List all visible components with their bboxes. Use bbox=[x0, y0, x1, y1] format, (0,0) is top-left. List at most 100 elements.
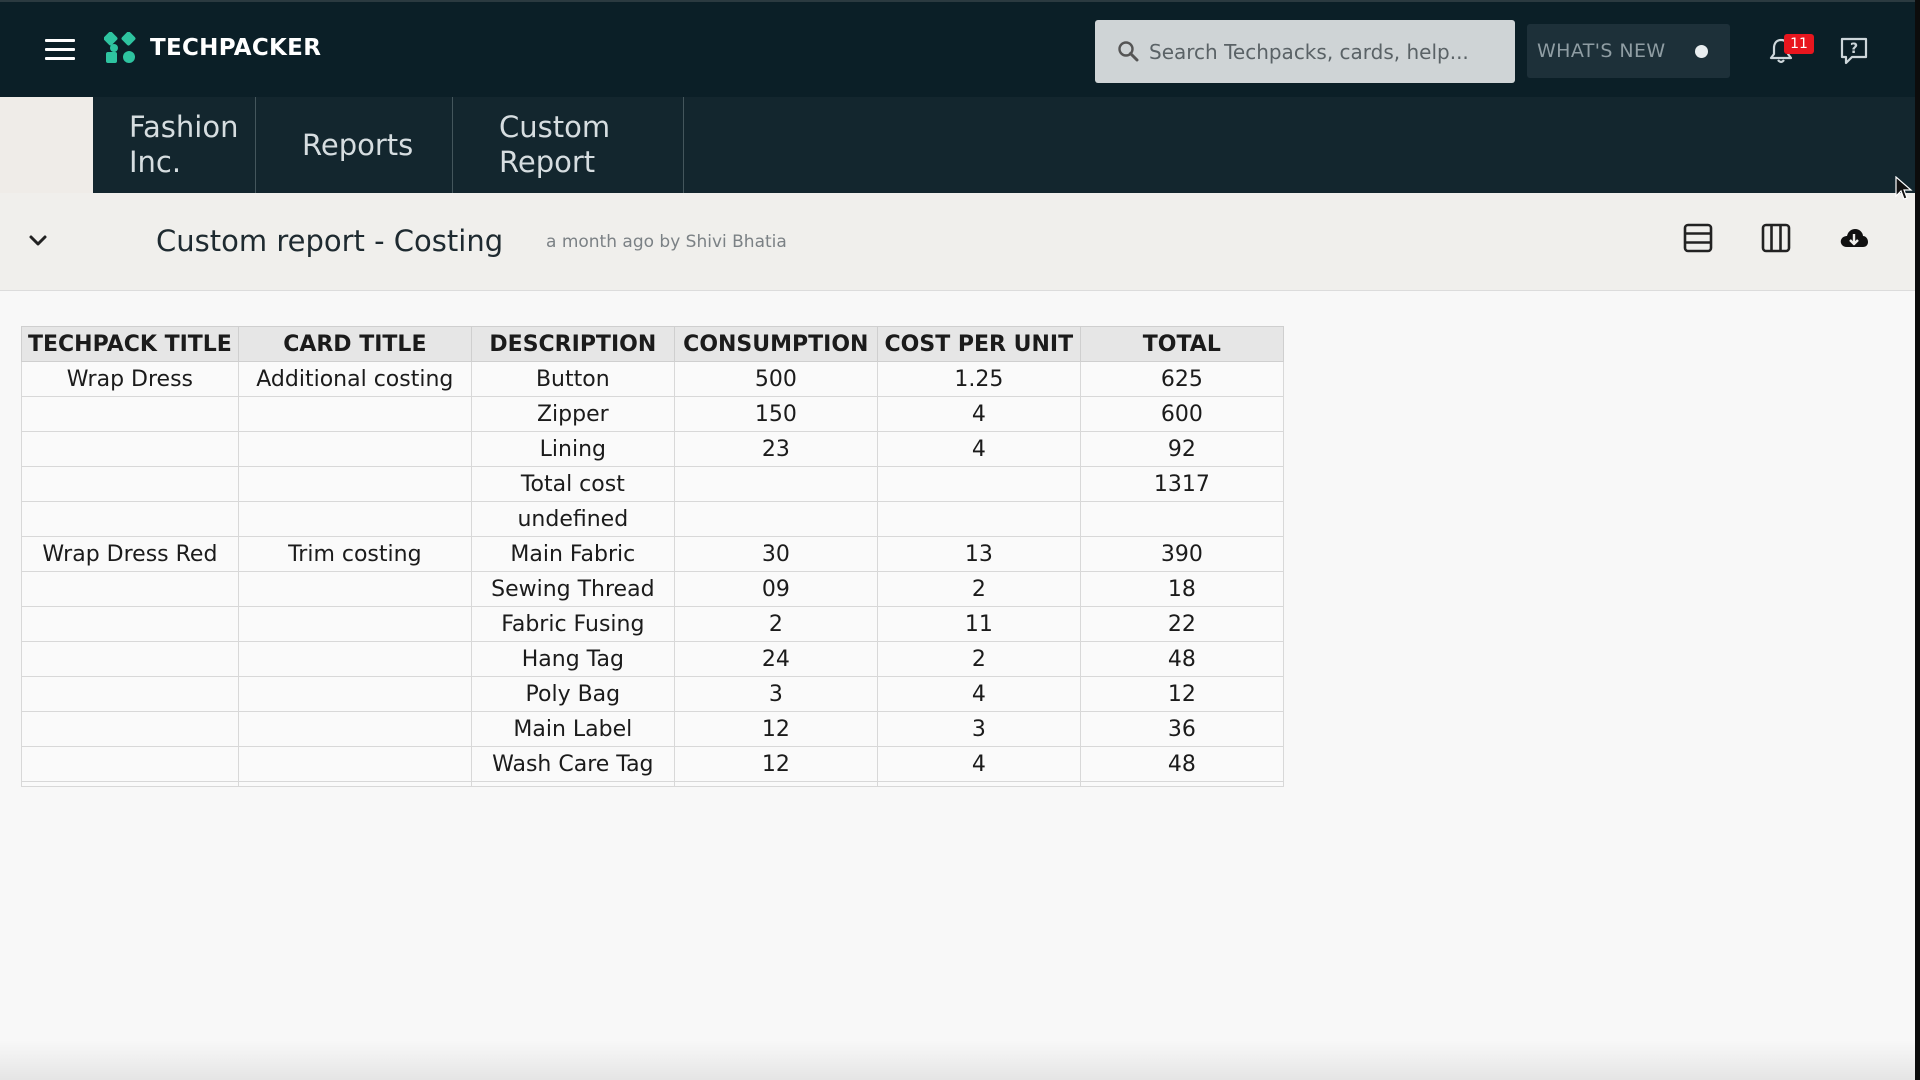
table-cell: Poly Bag bbox=[470, 676, 675, 712]
table-cell bbox=[237, 781, 472, 787]
table-cell bbox=[237, 571, 472, 607]
techpacker-logo-icon bbox=[104, 32, 136, 63]
table-row: Wrap Dress Additional costing Button 500 1.2… bbox=[21, 361, 1284, 397]
table-cell: Fabric Fusing bbox=[470, 606, 675, 642]
search-icon bbox=[1118, 41, 1139, 62]
table-cell bbox=[21, 641, 239, 677]
table-cell: 600 bbox=[1079, 396, 1284, 432]
report-header bbox=[0, 193, 1915, 291]
table-cell bbox=[21, 676, 239, 712]
table-cell: 150 bbox=[673, 396, 878, 432]
bottom-shadow bbox=[0, 1040, 1915, 1080]
whats-new-label: WHAT'S NEW bbox=[1537, 40, 1666, 62]
table-body: Wrap Dress Additional costing Button 500 1.2… bbox=[21, 361, 1284, 787]
report-title: Custom report - Costing bbox=[156, 224, 504, 258]
table-cell bbox=[237, 746, 472, 782]
whats-new-button[interactable]: WHAT'S NEW bbox=[1527, 24, 1730, 78]
table-row: Main Label 12 3 36 bbox=[21, 711, 1284, 747]
column-header: COST PER UNIT bbox=[876, 326, 1081, 362]
report-meta: a month ago by Shivi Bhatia bbox=[546, 232, 787, 252]
table-cell: 09 bbox=[673, 571, 878, 607]
table-row: Lining 23 4 92 bbox=[21, 431, 1284, 467]
tab-label-line2: Report bbox=[499, 145, 596, 179]
table-cell: 2 bbox=[876, 641, 1081, 677]
table-cell bbox=[876, 501, 1081, 537]
table-row: Hang Tag 24 2 48 bbox=[21, 641, 1284, 677]
table-cell: 12 bbox=[673, 711, 878, 747]
mouse-cursor-icon bbox=[1895, 176, 1913, 200]
tab-reports[interactable]: Reports bbox=[256, 97, 453, 193]
svg-text:?: ? bbox=[1850, 41, 1858, 57]
tab-label-line1: Custom bbox=[499, 110, 611, 144]
help-icon[interactable]: ? bbox=[1839, 36, 1869, 66]
table-cell: Main Label bbox=[470, 711, 675, 747]
table-cell: Wrap Dress Red bbox=[21, 536, 239, 572]
column-header: CONSUMPTION bbox=[673, 326, 878, 362]
table-cell: 1.25 bbox=[876, 361, 1081, 397]
table-cell bbox=[21, 396, 239, 432]
table-cell: 4 bbox=[876, 396, 1081, 432]
column-header: DESCRIPTION bbox=[470, 326, 675, 362]
brand-name[interactable]: TECHPACKER bbox=[150, 35, 322, 61]
table-cell bbox=[237, 676, 472, 712]
table-cell: 625 bbox=[1079, 361, 1284, 397]
table-cell: Trim costing bbox=[237, 536, 472, 572]
table-row: Total cost 1317 bbox=[21, 466, 1284, 502]
table-cell: 11 bbox=[876, 606, 1081, 642]
table-cell: undefined bbox=[470, 501, 675, 537]
chevron-down-icon[interactable] bbox=[27, 232, 49, 250]
table-cell bbox=[21, 571, 239, 607]
table-cell: Total cost bbox=[470, 466, 675, 502]
table-cell: 22 bbox=[1079, 606, 1284, 642]
table-cell: 3 bbox=[876, 711, 1081, 747]
table-row: Sewing Thread 09 2 18 bbox=[21, 571, 1284, 607]
table-cell: 48 bbox=[1079, 641, 1284, 677]
table-cell: 4 bbox=[876, 676, 1081, 712]
table-row: Zipper 150 4 600 bbox=[21, 396, 1284, 432]
tab-fashion-inc[interactable]: Fashion Inc. bbox=[93, 97, 256, 193]
column-header: CARD TITLE bbox=[237, 326, 472, 362]
notification-count-badge: 11 bbox=[1784, 34, 1814, 54]
table-cell bbox=[237, 641, 472, 677]
column-view-icon[interactable] bbox=[1760, 222, 1792, 254]
breadcrumb-tabs: Fashion Inc. Reports Custom Report bbox=[0, 97, 1915, 193]
table-cell: 1317 bbox=[1079, 466, 1284, 502]
table-cell bbox=[237, 606, 472, 642]
table-row: Wash Care Tag 12 4 48 bbox=[21, 746, 1284, 782]
tab-label-line1: Fashion bbox=[129, 110, 239, 144]
table-row-partial bbox=[21, 781, 1284, 787]
table-cell: 500 bbox=[673, 361, 878, 397]
table-cell bbox=[21, 606, 239, 642]
table-cell: Lining bbox=[470, 431, 675, 467]
search-box[interactable] bbox=[1095, 20, 1515, 83]
table-cell: 24 bbox=[673, 641, 878, 677]
row-view-icon[interactable] bbox=[1682, 222, 1714, 254]
table-cell bbox=[237, 431, 472, 467]
table-cell: 23 bbox=[673, 431, 878, 467]
search-input[interactable] bbox=[1147, 34, 1501, 70]
table-cell: Hang Tag bbox=[470, 641, 675, 677]
table-cell bbox=[21, 711, 239, 747]
tab-custom-report[interactable]: Custom Report bbox=[453, 97, 684, 193]
costing-report-table: TECHPACK TITLE CARD TITLE DESCRIPTION CONSU… bbox=[21, 326, 1284, 787]
table-cell: 4 bbox=[876, 431, 1081, 467]
table-cell: 18 bbox=[1079, 571, 1284, 607]
cloud-download-icon[interactable] bbox=[1838, 222, 1870, 254]
table-cell: 92 bbox=[1079, 431, 1284, 467]
table-cell bbox=[876, 466, 1081, 502]
table-cell bbox=[237, 501, 472, 537]
table-cell: 12 bbox=[673, 746, 878, 782]
table-cell bbox=[21, 466, 239, 502]
tab-label: Reports bbox=[302, 128, 414, 162]
table-cell: 48 bbox=[1079, 746, 1284, 782]
table-cell bbox=[673, 466, 878, 502]
menu-icon[interactable] bbox=[45, 39, 75, 61]
column-header: TOTAL bbox=[1079, 326, 1284, 362]
table-cell bbox=[237, 466, 472, 502]
table-cell bbox=[21, 781, 239, 787]
table-cell bbox=[237, 711, 472, 747]
table-cell bbox=[876, 781, 1081, 787]
table-cell bbox=[1079, 501, 1284, 537]
table-cell: 3 bbox=[673, 676, 878, 712]
